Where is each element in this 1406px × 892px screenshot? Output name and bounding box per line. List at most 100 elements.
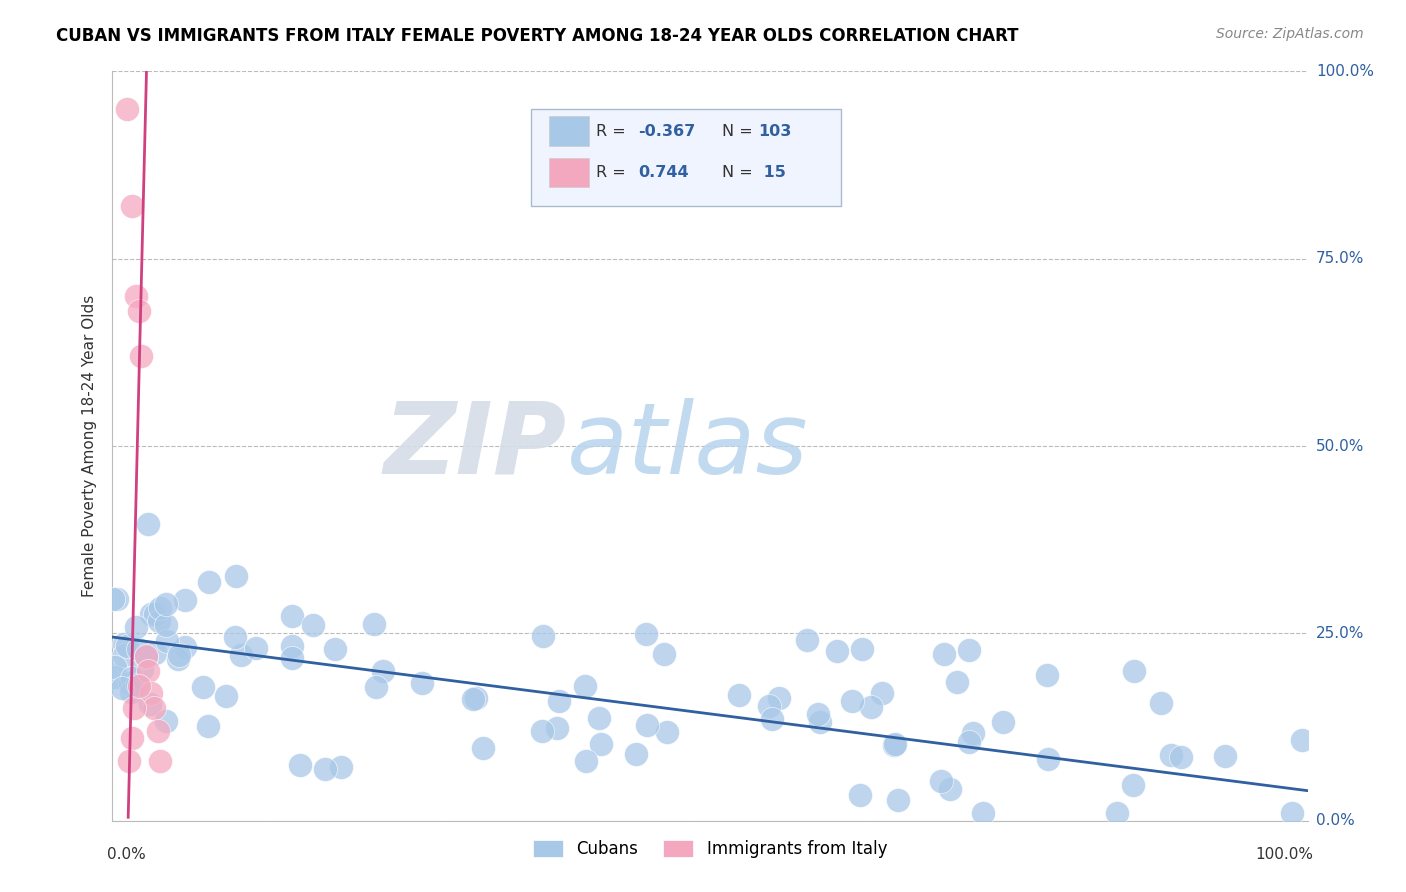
Point [1035,668,1057,682]
Point [105,592,128,607]
Point [127,641,149,656]
Point [1170,749,1192,764]
Point [245,641,267,656]
Point [574,679,596,693]
Point [546,722,568,736]
Text: 15: 15 [758,165,786,180]
Point [531,629,554,643]
Point [461,692,484,706]
Point [197,718,219,732]
Point [143,607,166,621]
Point [115,639,138,653]
Point [851,641,873,656]
Point [302,617,325,632]
Point [111,681,134,696]
Text: R =: R = [596,124,631,139]
Point [1160,748,1182,763]
Point [761,713,783,727]
Point [957,734,980,748]
Point [125,289,148,303]
Point [155,714,177,728]
Point [121,671,143,685]
Point [122,701,145,715]
Point [1122,778,1144,792]
Point [112,637,135,651]
Point [138,664,160,678]
Point [104,670,127,684]
Point [728,688,751,702]
Point [155,617,177,632]
Text: N =: N = [723,124,758,139]
Point [139,607,162,621]
Y-axis label: Female Poverty Among 18-24 Year Olds: Female Poverty Among 18-24 Year Olds [82,295,97,597]
Text: 75.0%: 75.0% [1316,252,1364,266]
Point [215,689,238,703]
Text: 0.0%: 0.0% [107,847,145,862]
Point [156,634,179,648]
Point [972,806,994,821]
Point [588,711,610,725]
Point [472,741,495,756]
FancyBboxPatch shape [548,116,589,146]
Point [939,782,962,797]
Point [1149,696,1171,710]
Legend: Cubans, Immigrants from Italy: Cubans, Immigrants from Italy [526,833,894,864]
Point [145,646,167,660]
Point [1213,749,1236,764]
Point [547,694,569,708]
Point [128,304,150,318]
Point [149,601,172,615]
Point [411,676,433,690]
Point [281,608,304,623]
Point [946,674,969,689]
Point [652,647,675,661]
Point [841,693,863,707]
Point [197,574,219,589]
Point [167,648,190,663]
Text: 0.744: 0.744 [638,165,689,180]
Point [135,649,157,664]
Point [139,697,162,711]
Point [827,644,849,658]
Point [1281,806,1303,821]
Text: 100.0%: 100.0% [1256,847,1313,862]
Point [229,648,252,662]
Point [883,739,905,753]
Point [796,633,818,648]
Point [624,747,647,762]
Text: N =: N = [723,165,758,180]
Point [166,651,188,665]
Point [101,591,124,606]
Point [1291,733,1313,747]
Point [589,737,612,751]
Point [135,648,157,663]
Point [758,699,780,714]
Point [281,650,304,665]
Point [120,685,142,699]
Point [139,686,162,700]
Point [118,754,141,768]
Point [281,640,304,654]
Text: CUBAN VS IMMIGRANTS FROM ITALY FEMALE POVERTY AMONG 18-24 YEAR OLDS CORRELATION : CUBAN VS IMMIGRANTS FROM ITALY FEMALE PO… [56,27,1019,45]
Point [149,754,172,768]
Point [127,678,149,692]
Point [993,714,1015,729]
Point [121,731,143,746]
Point [655,724,678,739]
Text: 25.0%: 25.0% [1316,626,1364,640]
Point [128,679,150,693]
Point [143,701,166,715]
Point [884,737,907,751]
Point [636,718,658,732]
Point [129,349,152,363]
Point [131,662,153,676]
Point [314,762,336,776]
Point [929,773,952,788]
Point [870,686,893,700]
Point [962,726,984,740]
Point [124,620,146,634]
Point [155,597,177,611]
Point [121,199,143,213]
Point [136,517,159,532]
Point [1123,664,1146,678]
